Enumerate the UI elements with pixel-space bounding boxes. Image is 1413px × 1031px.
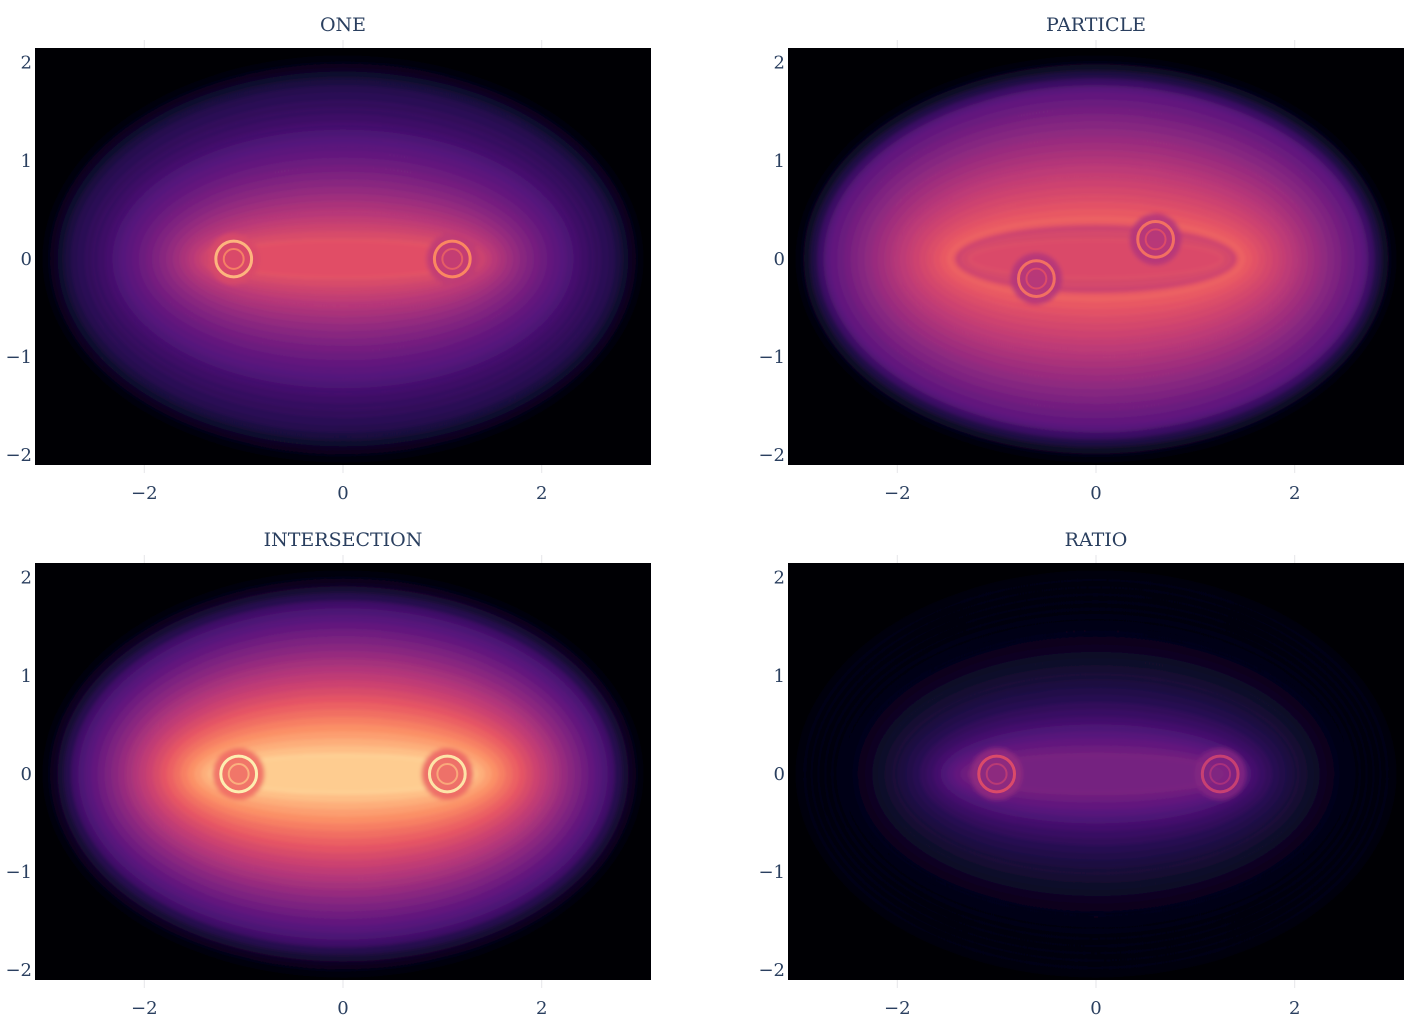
heatmap-field [797,572,1395,976]
y-tick-label: 0 [774,249,785,270]
hotspot-ring-inner [1144,228,1167,251]
heatmap-field [44,57,642,461]
y-tick-label: 0 [21,249,32,270]
y-tick-label: 1 [774,666,785,687]
y-tick-label: 2 [774,568,785,589]
hotspot-ring [1200,754,1240,794]
y-tick-label: 2 [21,53,32,74]
hotspot-ring-inner [436,763,459,785]
hotspot-ring [219,754,259,794]
panel-title: ONE [320,14,366,36]
heatmap-field [797,57,1395,461]
contour-level [968,238,1224,280]
x-tick-label: 2 [536,998,547,1019]
x-tick-label: 2 [536,483,547,504]
panel-title: RATIO [1065,529,1128,551]
y-tick-label: −2 [758,445,785,466]
hotspot-ring [977,754,1017,794]
y-tick-label: 0 [774,764,785,785]
hotspot-ring-inner [985,763,1008,785]
panel-particle: PARTICLE −2 0 2 2 1 0 −1 −2 [758,14,1404,504]
hotspot-ring [427,754,467,794]
hotspot-ring [1136,219,1175,259]
x-tick-label: −2 [131,483,158,504]
y-tick-label: 2 [774,53,785,74]
panel-one: ONE −2 0 2 2 1 0 −1 −2 [5,14,651,504]
panel-title: INTERSECTION [264,529,423,551]
hotspot-ring-inner [227,763,250,785]
x-tick-label: 0 [1090,483,1101,504]
hotspot-ring-inner [1025,267,1048,290]
hotspot-ring [214,239,254,279]
panel-ratio: RATIO −2 0 2 2 1 0 −1 −2 [758,529,1404,1019]
y-tick-label: −2 [758,960,785,981]
y-tick-label: −1 [5,347,32,368]
x-tick-label: 0 [337,483,348,504]
x-tick-label: 0 [1090,998,1101,1019]
y-tick-label: −2 [5,960,32,981]
y-tick-label: 0 [21,764,32,785]
y-tick-label: 1 [21,666,32,687]
hotspot-ring-inner [441,248,464,270]
y-tick-label: −1 [758,862,785,883]
x-tick-label: 2 [1289,483,1300,504]
y-tick-label: −2 [5,445,32,466]
y-tick-label: −1 [5,862,32,883]
hotspot-ring [1017,259,1056,298]
y-tick-label: 2 [21,568,32,589]
heatmap-field [44,572,642,976]
y-tick-label: −1 [758,347,785,368]
y-tick-label: 1 [21,151,32,172]
y-tick-label: 1 [774,151,785,172]
hotspot-ring-inner [222,248,245,270]
panel-title: PARTICLE [1046,14,1146,36]
x-tick-label: −2 [884,483,911,504]
x-tick-label: −2 [131,998,158,1019]
x-tick-label: −2 [884,998,911,1019]
panel-intersection: INTERSECTION −2 0 2 2 1 0 −1 −2 [5,529,651,1019]
hotspot-ring [432,239,472,279]
x-tick-label: 2 [1289,998,1300,1019]
hotspot-ring-inner [1209,763,1232,785]
x-tick-label: 0 [337,998,348,1019]
